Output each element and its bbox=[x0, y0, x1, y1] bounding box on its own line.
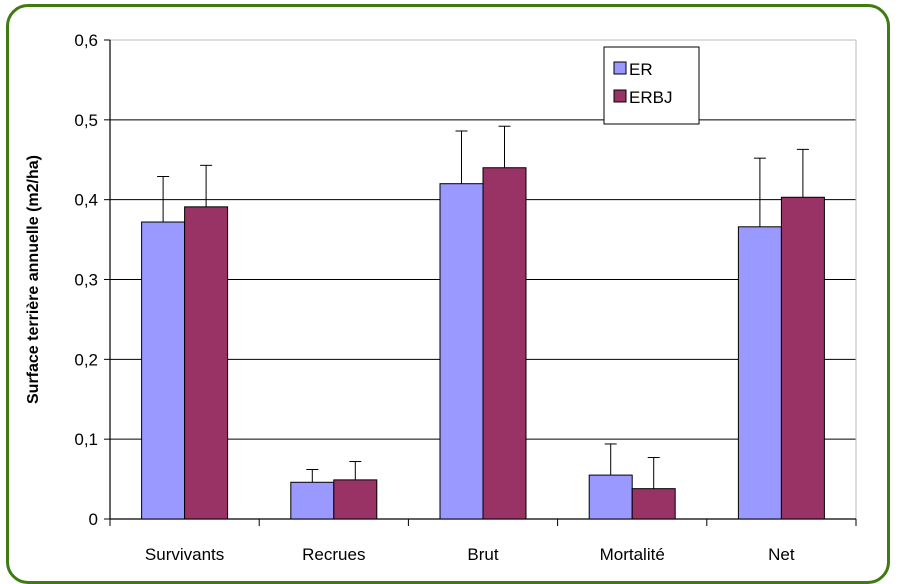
bar-erbj bbox=[333, 479, 378, 520]
y-tick-label: 0,2 bbox=[74, 350, 98, 369]
legend: ER ERBJ bbox=[603, 46, 700, 125]
x-category-label: Mortalité bbox=[600, 545, 665, 564]
bar-er bbox=[290, 481, 335, 520]
bar-er bbox=[439, 183, 484, 520]
y-tick-label: 0,4 bbox=[74, 191, 98, 210]
x-category-label: Survivants bbox=[145, 545, 224, 564]
legend-swatch-er bbox=[613, 61, 627, 75]
x-category-label: Net bbox=[768, 545, 795, 564]
legend-swatch-erbj bbox=[613, 89, 627, 103]
bar-er bbox=[588, 474, 633, 520]
error-bars bbox=[157, 125, 809, 489]
bar-erbj bbox=[184, 206, 229, 520]
x-category-label: Brut bbox=[467, 545, 498, 564]
legend-box bbox=[603, 46, 700, 125]
axes bbox=[104, 39, 857, 526]
y-tick-label: 0,6 bbox=[74, 31, 98, 50]
y-axis-label: Surface terrière annuelle (m2/ha) bbox=[25, 155, 42, 404]
x-category-label: Recrues bbox=[302, 545, 365, 564]
bars bbox=[141, 167, 825, 520]
legend-label-erbj: ERBJ bbox=[629, 88, 672, 107]
bar-erbj bbox=[482, 167, 527, 520]
x-category-labels: Survivants Recrues Brut Mortalité Net bbox=[145, 545, 795, 564]
legend-label-er: ER bbox=[629, 60, 653, 79]
y-tick-labels: 0 0,1 0,2 0,3 0,4 0,5 0,6 bbox=[74, 31, 98, 529]
bar-er bbox=[737, 226, 782, 520]
y-tick-label: 0,5 bbox=[74, 111, 98, 130]
y-tick-label: 0 bbox=[89, 510, 98, 529]
bar-erbj bbox=[780, 196, 825, 520]
bar-er bbox=[141, 221, 186, 520]
y-tick-label: 0,3 bbox=[74, 271, 98, 290]
y-tick-label: 0,1 bbox=[74, 430, 98, 449]
bar-erbj bbox=[631, 488, 676, 520]
